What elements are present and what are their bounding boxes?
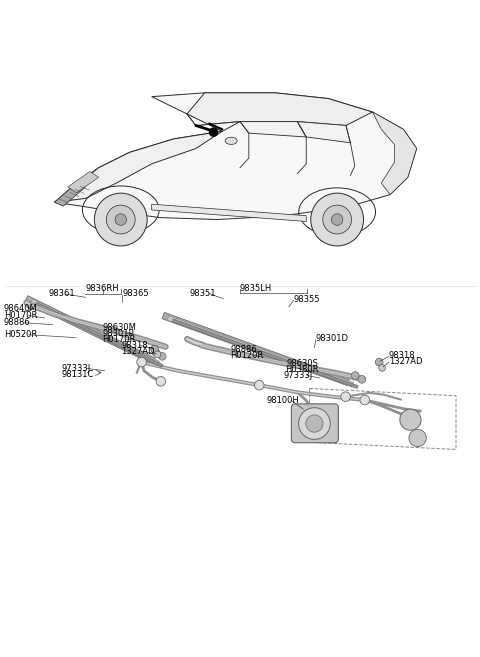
Circle shape [107,205,135,234]
Polygon shape [55,131,222,202]
Text: 97333J: 97333J [61,364,91,373]
Text: 98365: 98365 [122,290,149,298]
Text: H0520R: H0520R [4,330,37,339]
Text: H0170R: H0170R [102,334,136,344]
Circle shape [379,365,385,371]
Text: 98886: 98886 [230,345,257,354]
Polygon shape [68,171,99,193]
Text: 9836RH: 9836RH [85,284,119,293]
Circle shape [375,358,383,366]
Text: 98131C: 98131C [61,370,94,378]
Text: 98351: 98351 [190,289,216,298]
Ellipse shape [225,137,237,145]
Circle shape [360,396,370,405]
Polygon shape [162,312,349,386]
Text: H0170R: H0170R [4,311,37,320]
Polygon shape [240,122,306,137]
Polygon shape [167,315,354,387]
Circle shape [409,429,426,447]
Polygon shape [31,299,159,366]
Circle shape [311,193,363,246]
Polygon shape [152,204,306,221]
Text: 1327AD: 1327AD [121,346,155,355]
Polygon shape [55,183,85,206]
Circle shape [154,351,161,358]
Text: 98886: 98886 [4,318,31,327]
Polygon shape [25,296,155,364]
Text: 98301P: 98301P [102,328,134,338]
Circle shape [299,408,330,440]
Text: 9835LH: 9835LH [240,284,272,292]
Text: 1327AD: 1327AD [389,357,422,366]
Polygon shape [298,122,350,143]
Circle shape [331,214,343,225]
Circle shape [323,205,351,234]
Text: 98361: 98361 [49,290,75,298]
Circle shape [152,349,160,356]
Text: 97333J: 97333J [283,371,312,380]
Text: 98318: 98318 [389,351,415,360]
Polygon shape [36,302,163,367]
Text: 98355: 98355 [294,295,320,304]
Circle shape [306,415,323,432]
FancyBboxPatch shape [291,404,338,443]
Circle shape [254,380,264,390]
Polygon shape [187,114,240,131]
Text: 98640M: 98640M [4,304,37,313]
Circle shape [351,372,359,379]
Circle shape [151,346,158,353]
Circle shape [209,127,218,137]
Circle shape [341,392,350,401]
Text: 98630M: 98630M [102,323,136,332]
Text: 98630S: 98630S [287,359,318,368]
Polygon shape [172,319,358,388]
Circle shape [158,353,166,360]
Circle shape [156,376,166,386]
Text: H0120R: H0120R [230,351,264,360]
Circle shape [137,357,146,367]
Text: H0380R: H0380R [285,365,318,374]
Polygon shape [372,112,417,194]
Circle shape [115,214,127,225]
Text: 98100H: 98100H [266,396,299,405]
Text: 98318: 98318 [121,341,148,350]
Circle shape [400,409,421,430]
Text: 98301D: 98301D [316,334,349,343]
Polygon shape [187,93,372,125]
Polygon shape [55,93,417,219]
Circle shape [358,376,366,383]
Circle shape [95,193,147,246]
